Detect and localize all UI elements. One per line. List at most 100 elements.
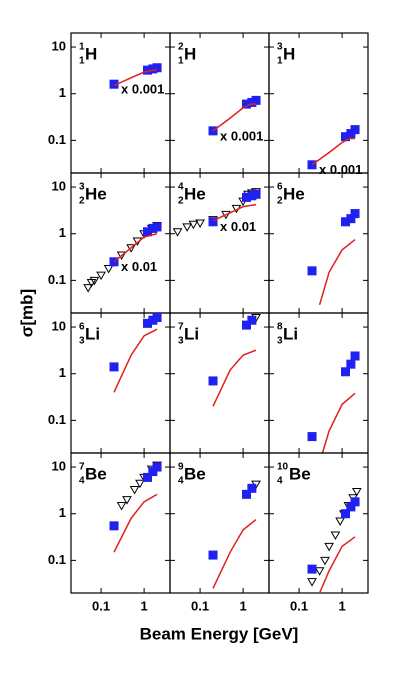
element-symbol: He (283, 184, 305, 203)
triangle-point (221, 210, 231, 220)
mass-number: 3 (79, 182, 85, 193)
square-point (152, 313, 162, 323)
triangle-point (96, 271, 106, 281)
y-tick-label: 10 (52, 458, 66, 473)
square-point (341, 509, 351, 519)
model-line (113, 493, 158, 553)
y-tick-label: 10 (52, 178, 66, 193)
charge-number: 4 (79, 476, 85, 487)
charge-number: 3 (277, 336, 283, 347)
element-symbol: Li (85, 324, 100, 343)
triangle-point (314, 567, 325, 576)
mass-number: 7 (79, 462, 85, 473)
triangle-point (103, 264, 114, 274)
charge-number: 2 (178, 196, 184, 207)
element-symbol: He (184, 184, 206, 203)
y-axis-label: σ[mb] (17, 289, 36, 337)
triangle-point (135, 479, 145, 489)
square-point (152, 222, 162, 232)
model-line (212, 518, 257, 589)
annotation: x 0.001 (121, 82, 164, 97)
square-point (251, 189, 261, 199)
square-point (307, 564, 317, 574)
model-line (212, 103, 257, 132)
square-point (242, 320, 252, 330)
x-tick-label: 0.1 (290, 598, 308, 613)
y-tick-label: 0.1 (48, 132, 66, 147)
x-tick-label: 1 (338, 598, 345, 613)
y-tick-label: 0.1 (48, 552, 66, 567)
charge-number: 2 (79, 196, 85, 207)
square-point (346, 214, 356, 224)
element-symbol: Be (184, 464, 206, 483)
model-line (113, 68, 158, 87)
triangle-point (116, 251, 127, 260)
square-point (346, 359, 356, 369)
square-point (152, 462, 162, 472)
model-line (113, 232, 158, 263)
y-tick-label: 0.1 (48, 272, 66, 287)
square-point (242, 99, 252, 109)
y-tick-label: 0.1 (48, 412, 66, 427)
charge-number: 1 (178, 56, 184, 67)
mass-number: 2 (178, 42, 184, 53)
y-tick-label: 1 (59, 505, 66, 520)
triangle-point (330, 531, 341, 540)
square-point (350, 497, 360, 507)
square-point (152, 63, 162, 73)
model-line (318, 238, 356, 305)
x-axis-label: Beam Energy [GeV] (140, 624, 299, 643)
y-tick-label: 10 (52, 318, 66, 333)
square-point (350, 125, 360, 135)
square-point (346, 502, 356, 512)
x-tick-label: 1 (140, 598, 147, 613)
element-symbol: Li (184, 324, 199, 343)
square-point (350, 351, 360, 361)
triangle-point (351, 487, 362, 497)
square-point (350, 209, 360, 219)
charge-number: 1 (79, 56, 85, 67)
element-symbol: He (85, 184, 107, 203)
x-tick-label: 1 (239, 598, 246, 613)
square-point (109, 362, 119, 372)
square-point (208, 376, 218, 386)
annotation: x 0.01 (220, 219, 256, 234)
model-line (318, 536, 356, 594)
square-point (242, 192, 252, 202)
square-point (109, 79, 119, 89)
triangle-point (129, 486, 140, 495)
element-symbol: Be (85, 464, 107, 483)
mass-number: 6 (79, 322, 85, 333)
mass-number: 3 (277, 42, 283, 53)
x-tick-label: 0.1 (92, 598, 110, 613)
element-symbol: H (85, 44, 97, 63)
square-point (247, 483, 257, 493)
model-line (212, 349, 257, 407)
y-tick-label: 10 (52, 38, 66, 53)
triangle-point (122, 496, 132, 505)
model-line (212, 203, 257, 222)
square-point (242, 489, 252, 499)
charge-number: 1 (277, 56, 283, 67)
triangle-point (89, 276, 100, 286)
charge-number: 4 (277, 476, 283, 487)
square-point (341, 367, 351, 377)
mass-number: 10 (277, 462, 289, 473)
element-symbol: H (283, 44, 295, 63)
triangle-point (320, 556, 330, 566)
triangle-point (126, 244, 137, 253)
mass-number: 8 (277, 322, 283, 333)
triangle-point (83, 284, 93, 293)
model-line (113, 328, 158, 393)
charge-number: 4 (178, 476, 184, 487)
charge-number: 3 (79, 336, 85, 347)
mass-number: 9 (178, 462, 184, 473)
triangle-point (335, 517, 345, 526)
square-point (148, 467, 158, 477)
annotation: x 0.001 (220, 128, 263, 143)
element-symbol: Li (283, 324, 298, 343)
square-point (341, 132, 351, 142)
triangle-point (307, 578, 317, 587)
square-point (341, 217, 351, 227)
